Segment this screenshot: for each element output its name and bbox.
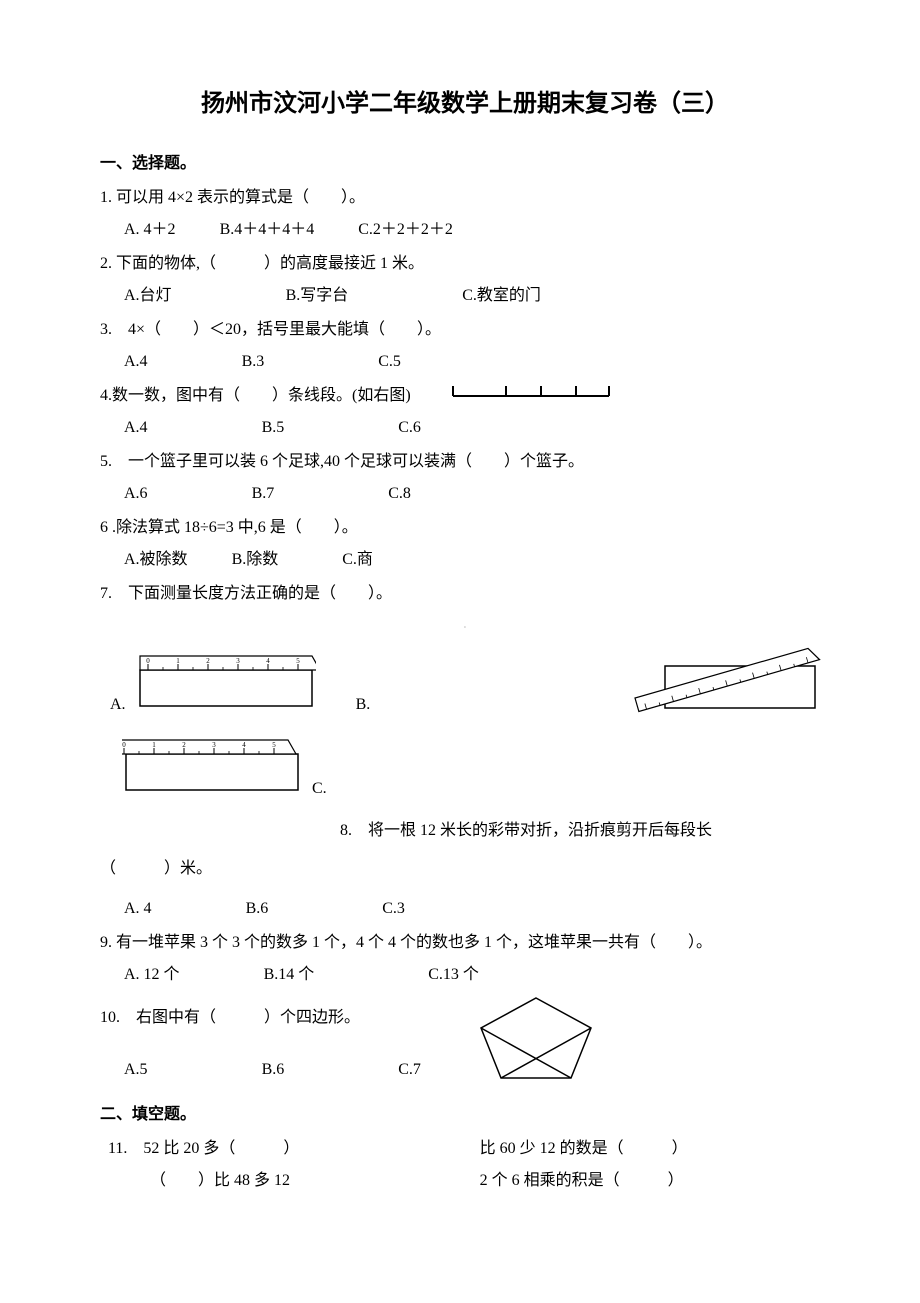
question-11: 11. 52 比 20 多（ ） 比 60 少 12 的数是（ ） （ ）比 4… xyxy=(100,1133,830,1197)
q5-optC: C.8 xyxy=(388,478,411,510)
q3-optC: C.5 xyxy=(378,346,401,378)
q4-optB: B.5 xyxy=(262,412,285,444)
svg-text:4: 4 xyxy=(266,657,270,665)
q7-labelC: C. xyxy=(312,773,327,805)
q6-optB: B.除数 xyxy=(232,544,279,576)
q7-labelA: A. xyxy=(110,689,126,721)
svg-text:4: 4 xyxy=(242,741,246,749)
svg-text:5: 5 xyxy=(296,657,300,665)
q4-text: 4.数一数，图中有（ ）条线段。(如右图) xyxy=(100,380,411,412)
ruler-diagram-C: 0 1 2 3 4 5 xyxy=(122,738,302,805)
question-7: 7. 下面测量长度方法正确的是（ ）。 · A. 0 1 2 3 4 5 B. 0 1 2 3 4… xyxy=(100,578,830,925)
svg-text:0: 0 xyxy=(122,741,126,749)
q5-options: A.6 B.7 C.8 xyxy=(100,478,830,510)
svg-text:2: 2 xyxy=(206,657,210,665)
q8-options: A. 4 B.6 C.3 xyxy=(100,893,830,925)
polygon-diagram xyxy=(471,993,601,1095)
q9-optA: A. 12 个 xyxy=(124,959,180,991)
q6-options: A.被除数 B.除数 C.商 xyxy=(100,544,830,576)
q6-text: 6 .除法算式 18÷6=3 中,6 是（ ）。 xyxy=(100,512,830,544)
section1-heading: 一、选择题。 xyxy=(100,148,830,180)
center-dot: · xyxy=(100,620,830,636)
q5-text: 5. 一个篮子里可以装 6 个足球,40 个足球可以装满（ ）个篮子。 xyxy=(100,446,830,478)
q4-options: A.4 B.5 C.6 xyxy=(100,412,830,444)
q2-text: 2. 下面的物体,（ ）的高度最接近 1 米。 xyxy=(100,248,830,280)
q8-text-start: 8. 将一根 12 米长的彩带对折，沿折痕剪开后每段长 xyxy=(100,815,830,847)
q8-optC: C.3 xyxy=(382,893,405,925)
svg-text:3: 3 xyxy=(236,657,240,665)
q9-options: A. 12 个 B.14 个 C.13 个 xyxy=(100,959,830,991)
ruler-diagram-A: 0 1 2 3 4 5 xyxy=(136,654,316,721)
q10-optB: B.6 xyxy=(262,1054,285,1086)
q1-text: 1. 可以用 4×2 表示的算式是（ ）。 xyxy=(100,182,830,214)
question-5: 5. 一个篮子里可以装 6 个足球,40 个足球可以装满（ ）个篮子。 A.6 … xyxy=(100,446,830,510)
line-segment-diagram xyxy=(451,380,611,412)
svg-text:1: 1 xyxy=(152,741,156,749)
q11-row2-right: 2 个 6 相乘的积是（ ） xyxy=(480,1165,830,1197)
q11-row1-left: 11. 52 比 20 多（ ） xyxy=(100,1133,480,1165)
q1-optA: A. 4＋2 xyxy=(124,214,176,246)
q4-optA: A.4 xyxy=(124,412,148,444)
q1-optC: C.2＋2＋2＋2 xyxy=(358,214,453,246)
q8-text-end: （ ）米。 xyxy=(100,853,830,885)
q6-optC: C.商 xyxy=(342,544,373,576)
q10-optA: A.5 xyxy=(124,1054,148,1086)
page-title: 扬州市汶河小学二年级数学上册期末复习卷（三） xyxy=(100,80,830,128)
svg-text:3: 3 xyxy=(212,741,216,749)
svg-text:5: 5 xyxy=(272,741,276,749)
q2-options: A.台灯 B.写字台 C.教室的门 xyxy=(100,280,830,312)
q5-optB: B.7 xyxy=(252,478,275,510)
q6-optA: A.被除数 xyxy=(124,544,188,576)
q4-optC: C.6 xyxy=(398,412,421,444)
q3-text: 3. 4×（ ）＜20，括号里最大能填（ ）。 xyxy=(100,314,830,346)
svg-text:0: 0 xyxy=(146,657,150,665)
q2-optB: B.写字台 xyxy=(286,280,349,312)
q11-row2-left: （ ）比 48 多 12 xyxy=(100,1165,480,1197)
q3-optA: A.4 xyxy=(124,346,148,378)
q8-optA: A. 4 xyxy=(124,893,152,925)
q2-optA: A.台灯 xyxy=(124,280,172,312)
q10-options: A.5 B.6 C.7 xyxy=(100,1054,461,1086)
q1-optB: B.4＋4＋4＋4 xyxy=(220,214,315,246)
question-4: 4.数一数，图中有（ ）条线段。(如右图) A.4 B.5 C.6 xyxy=(100,380,830,444)
question-10: 10. 右图中有（ ）个四边形。 A.5 B.6 C.7 xyxy=(100,993,830,1095)
svg-text:2: 2 xyxy=(182,741,186,749)
q11-row1-right: 比 60 少 12 的数是（ ） xyxy=(480,1133,830,1165)
q9-optC: C.13 个 xyxy=(428,959,479,991)
q3-optB: B.3 xyxy=(242,346,265,378)
q9-optB: B.14 个 xyxy=(264,959,315,991)
q10-optC: C.7 xyxy=(398,1054,421,1086)
ruler-diagram-B xyxy=(620,646,830,728)
question-1: 1. 可以用 4×2 表示的算式是（ ）。 A. 4＋2 B.4＋4＋4＋4 C… xyxy=(100,182,830,246)
question-6: 6 .除法算式 18÷6=3 中,6 是（ ）。 A.被除数 B.除数 C.商 xyxy=(100,512,830,576)
q9-text: 9. 有一堆苹果 3 个 3 个的数多 1 个，4 个 4 个的数也多 1 个，… xyxy=(100,927,830,959)
q7-text: 7. 下面测量长度方法正确的是（ ）。 xyxy=(100,578,830,610)
question-2: 2. 下面的物体,（ ）的高度最接近 1 米。 A.台灯 B.写字台 C.教室的… xyxy=(100,248,830,312)
svg-text:1: 1 xyxy=(176,657,180,665)
q10-text: 10. 右图中有（ ）个四边形。 xyxy=(100,1002,461,1034)
question-3: 3. 4×（ ）＜20，括号里最大能填（ ）。 A.4 B.3 C.5 xyxy=(100,314,830,378)
q1-options: A. 4＋2 B.4＋4＋4＋4 C.2＋2＋2＋2 xyxy=(100,214,830,246)
q3-options: A.4 B.3 C.5 xyxy=(100,346,830,378)
q5-optA: A.6 xyxy=(124,478,148,510)
q2-optC: C.教室的门 xyxy=(462,280,541,312)
q7-labelB: B. xyxy=(356,689,371,721)
q8-optB: B.6 xyxy=(246,893,269,925)
question-9: 9. 有一堆苹果 3 个 3 个的数多 1 个，4 个 4 个的数也多 1 个，… xyxy=(100,927,830,991)
section2-heading: 二、填空题。 xyxy=(100,1099,830,1131)
